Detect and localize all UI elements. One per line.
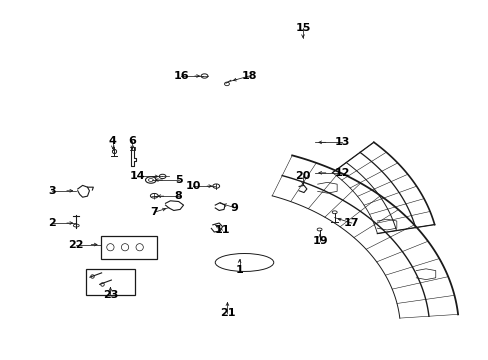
Text: 18: 18 (241, 71, 257, 81)
Text: 4: 4 (109, 136, 117, 145)
Text: 19: 19 (312, 236, 327, 246)
Text: 10: 10 (185, 181, 201, 191)
Text: 21: 21 (219, 308, 235, 318)
Text: 15: 15 (295, 23, 310, 33)
Text: 8: 8 (174, 191, 182, 201)
Text: 11: 11 (214, 225, 230, 235)
Text: 23: 23 (102, 290, 118, 300)
Text: 6: 6 (128, 136, 136, 145)
Text: 13: 13 (334, 138, 349, 147)
Text: 5: 5 (175, 175, 182, 185)
Text: 22: 22 (68, 239, 84, 249)
Bar (86, 269, 135, 295)
Text: 9: 9 (230, 203, 238, 213)
Bar (101, 235, 157, 259)
Text: 7: 7 (150, 207, 158, 217)
Text: 2: 2 (48, 218, 56, 228)
Text: 20: 20 (295, 171, 310, 181)
Text: 16: 16 (173, 71, 188, 81)
Text: 14: 14 (129, 171, 145, 181)
Text: 3: 3 (48, 186, 56, 196)
Text: 1: 1 (235, 265, 243, 275)
Text: 12: 12 (334, 168, 349, 178)
Text: 17: 17 (344, 218, 359, 228)
